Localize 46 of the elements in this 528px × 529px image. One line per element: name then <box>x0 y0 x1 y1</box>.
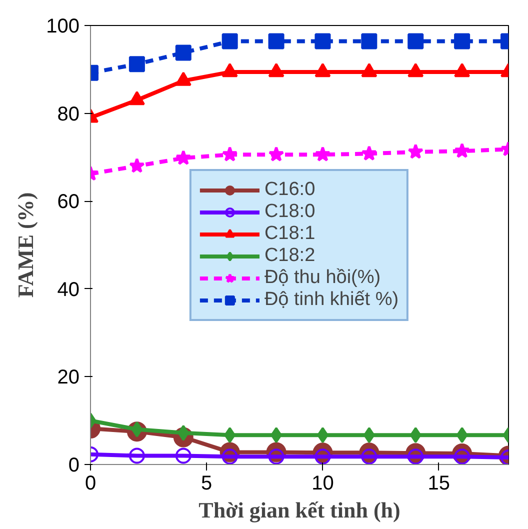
point <box>175 72 192 86</box>
y-tick-label: 60 <box>57 191 80 214</box>
point <box>222 33 238 50</box>
point <box>454 62 470 78</box>
point <box>454 33 470 50</box>
point <box>175 448 192 464</box>
y-tick-label: 100 <box>46 16 80 38</box>
y-tick-label: 20 <box>57 366 80 389</box>
y-tick-label: 40 <box>57 278 80 301</box>
point <box>222 146 238 162</box>
y-tick-label: 0 <box>68 454 80 476</box>
point <box>361 145 378 161</box>
point <box>408 33 424 50</box>
point <box>268 33 284 50</box>
point <box>314 146 331 162</box>
point <box>456 427 468 444</box>
y-axis-title: FAME (%) <box>13 192 38 298</box>
point <box>408 144 424 159</box>
point <box>454 142 470 158</box>
point <box>268 146 284 162</box>
point <box>361 62 378 78</box>
x-tick-label: 5 <box>201 472 212 494</box>
point <box>408 62 424 78</box>
point <box>175 44 192 61</box>
point <box>129 158 145 173</box>
x-tick-label: 0 <box>84 472 96 494</box>
legend-label: C18:2 <box>264 244 316 266</box>
x-tick-label: 10 <box>312 472 334 494</box>
point <box>128 56 145 72</box>
point <box>314 33 331 50</box>
point <box>175 150 192 165</box>
y-tick-label: 80 <box>57 103 80 126</box>
x-axis-title: Thời gian kết tinh (h) <box>198 498 400 522</box>
point <box>222 62 238 78</box>
legend-label: C18:0 <box>264 200 316 222</box>
legend-label: Độ tinh khiết %) <box>264 288 399 310</box>
legend-label: C16:0 <box>264 178 316 200</box>
point <box>314 62 331 78</box>
point <box>268 62 284 78</box>
legend-label: Độ thu hồi(%) <box>264 266 381 288</box>
x-tick-label: 15 <box>428 472 450 494</box>
point <box>410 427 422 444</box>
point <box>128 448 145 464</box>
point <box>128 91 145 106</box>
legend-label: C18:1 <box>264 222 316 244</box>
point <box>361 33 378 50</box>
